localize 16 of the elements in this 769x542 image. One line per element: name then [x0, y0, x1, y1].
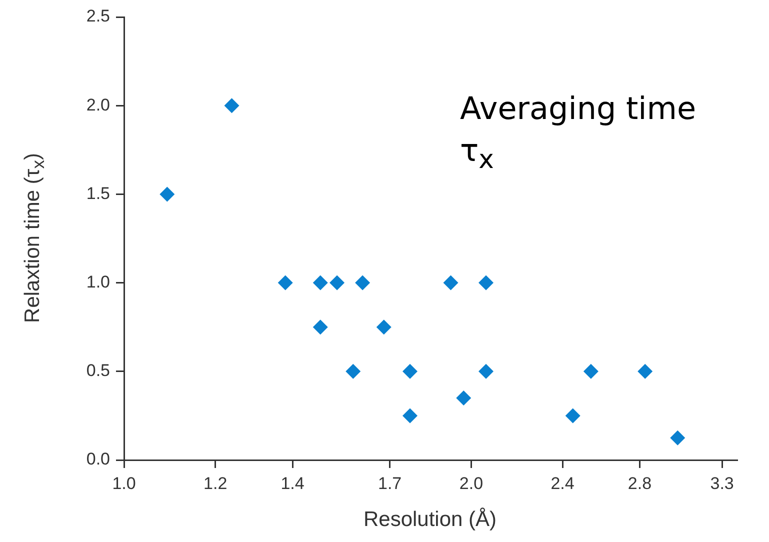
- y-tick-label: 1.0: [86, 272, 110, 292]
- annotation: Averaging time τ$_{x}$: [460, 90, 698, 178]
- x-tick-label: 1.0: [112, 474, 136, 493]
- x-tick-label: 1.2: [204, 474, 228, 493]
- x-tick-label: 1.7: [378, 474, 402, 493]
- y-tick-label: 2.5: [86, 6, 110, 26]
- y-tick-label: 1.5: [86, 184, 110, 203]
- x-tick-label: 3.3: [710, 474, 734, 493]
- x-tick-label: 2.4: [550, 474, 574, 493]
- y-tick-label: 0.0: [86, 450, 110, 469]
- x-tick-label: 1.4: [280, 474, 304, 493]
- x-tick-label: 2.8: [628, 474, 652, 493]
- y-tick-label: 2.0: [86, 95, 110, 114]
- x-tick-label: 2.0: [459, 474, 484, 493]
- y-tick-label: 0.5: [86, 361, 110, 380]
- x-axis-title: Resolution (Å): [363, 508, 497, 532]
